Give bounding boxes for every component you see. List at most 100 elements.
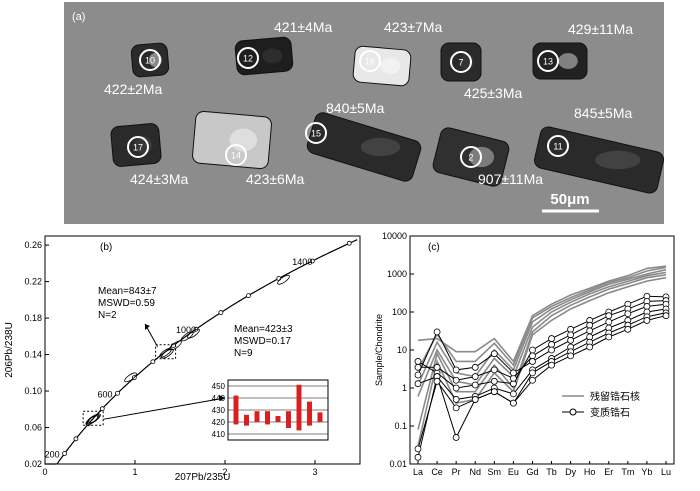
concordia-age-label: 1000 — [176, 325, 196, 335]
core-ree-line — [417, 268, 667, 386]
y-tick-label: 0.14 — [24, 350, 42, 360]
zircon-zone — [262, 48, 283, 64]
inset-y-tick-label: 430 — [212, 406, 226, 415]
plot-frame — [44, 235, 361, 465]
core-ree-line — [417, 276, 667, 447]
spot-number: 14 — [231, 151, 241, 161]
panel-b-label: (b) — [100, 242, 112, 253]
spot-number: 13 — [543, 57, 553, 67]
concordia-age-marker — [218, 310, 224, 315]
old-cluster-box — [155, 344, 177, 360]
meta-ree-point — [471, 396, 479, 403]
error-ellipse — [159, 347, 172, 358]
x-tick-label: Lu — [661, 467, 671, 477]
analysis-spot-circle — [139, 49, 161, 71]
young-group-mean: Mean=423±3 — [234, 324, 293, 335]
inset-age-bar — [307, 401, 312, 426]
zircon-zone — [360, 137, 401, 157]
young-cluster-box — [82, 410, 104, 426]
concordia-age-marker — [276, 276, 282, 281]
y-tick-label: 10 — [397, 345, 407, 355]
concordia-chart: (b) 0 1 2 3 0.02 0.06 0.10 0.14 0.18 0.22 0.26 207Pb… — [4, 235, 361, 483]
x-tick-label: Tm — [621, 467, 634, 477]
spot-number: 16 — [365, 57, 375, 67]
analysis-spot-circle — [450, 51, 472, 73]
cl-image-canvas: (a) 10 422±2Ma 12 421±4Ma 16 423±7Ma 7 425±3Ma 1… — [72, 11, 665, 213]
y-axis-label: 206Pb/238U — [4, 322, 15, 378]
meta-ree-point — [548, 341, 555, 348]
zircon-grain: 2 907±11Ma — [432, 127, 543, 187]
y-tick-label: 0.18 — [24, 313, 42, 323]
inset-age-bar — [275, 416, 281, 422]
grain-age-label: 422±2Ma — [104, 81, 162, 97]
x-tick-label: Sm — [488, 467, 502, 477]
meta-ree-point — [490, 377, 498, 385]
y-tick-label: 0.22 — [24, 277, 42, 287]
core-ree-line — [417, 265, 667, 363]
meta-ree-point — [490, 350, 498, 358]
y-tick-label: 0.06 — [24, 423, 42, 433]
analysis-spot-circle — [225, 144, 247, 166]
concordia-age-marker — [346, 240, 352, 246]
meta-ree-point — [567, 336, 575, 344]
meta-ree-point — [414, 453, 422, 461]
zircon-zone — [380, 58, 401, 74]
x-tick-label: Ce — [431, 467, 443, 477]
young-group-arrowhead — [219, 395, 225, 401]
concordia-curve — [45, 239, 358, 465]
core-ree-line — [417, 274, 667, 430]
x-tick-label: Tb — [546, 467, 557, 477]
meta-ree-point — [567, 352, 575, 360]
inset-age-bar — [265, 411, 270, 425]
inset-y-tick-label: 440 — [212, 394, 226, 403]
concordia-age-marker — [115, 390, 120, 396]
concordia-age-marker — [62, 451, 67, 456]
concordia-panel: (b) 0 1 2 3 0.02 0.06 0.10 0.14 0.18 0.22 0.26 207Pb… — [0, 228, 372, 486]
core-ree-line — [417, 271, 667, 397]
concordia-age-marker — [73, 436, 79, 442]
old-group-mswd: MSWD=0.59 — [98, 298, 155, 309]
y-tick-label: 1 — [402, 383, 407, 393]
zircon-grain: 13 429±11Ma — [532, 21, 633, 80]
meta-ree-point — [643, 303, 651, 310]
grain-age-label: 423±7Ma — [384, 19, 442, 35]
zircon-grain: 11 845±5Ma — [533, 105, 665, 194]
grain-age-label: 423±6Ma — [246, 171, 304, 187]
meta-ree-point — [548, 335, 555, 342]
meta-ree-point — [529, 358, 536, 365]
x-tick-label: Yb — [641, 467, 652, 477]
meta-ree-point — [452, 434, 460, 441]
y-tick-label: 0.02 — [24, 459, 42, 469]
inset-y-tick-label: 450 — [212, 382, 226, 391]
inset-age-bar — [233, 395, 239, 425]
meta-ree-point — [529, 352, 536, 360]
meta-ree-point — [452, 366, 460, 374]
concordia-age-marker — [150, 359, 156, 365]
y-tick-label: 0.01 — [389, 459, 407, 469]
meta-ree-point — [643, 317, 651, 324]
meta-ree-point — [548, 361, 555, 369]
zircon-grain: 17 424±3Ma — [110, 123, 188, 187]
scale-bar-label: 50μm — [550, 191, 589, 208]
analysis-spot-circle — [537, 50, 559, 72]
zircon-zone — [595, 150, 641, 170]
inset-y-tick-label: 410 — [212, 430, 226, 439]
x-tick-label: La — [413, 467, 423, 477]
meta-ree-point — [452, 404, 460, 412]
inset-age-bar — [286, 411, 291, 428]
spot-number: 11 — [553, 142, 562, 152]
inset-age-bar — [244, 414, 249, 426]
panel-a-label: (a) — [72, 11, 85, 23]
meta-ree-point — [490, 366, 498, 374]
meta-ree-point — [433, 328, 441, 336]
meta-ree-point — [433, 363, 441, 371]
analysis-spot-circle — [460, 146, 482, 168]
meta-ree-point — [624, 310, 632, 318]
meta-ree-line — [417, 315, 667, 450]
x-axis-label: 207Pb/235U — [175, 472, 231, 483]
young-group-mswd: MSWD=0.17 — [234, 336, 291, 347]
inset-age-bar — [317, 412, 323, 422]
spot-number: 10 — [145, 56, 155, 66]
young-group-n: N=9 — [234, 348, 253, 359]
meta-ree-point — [433, 377, 441, 385]
